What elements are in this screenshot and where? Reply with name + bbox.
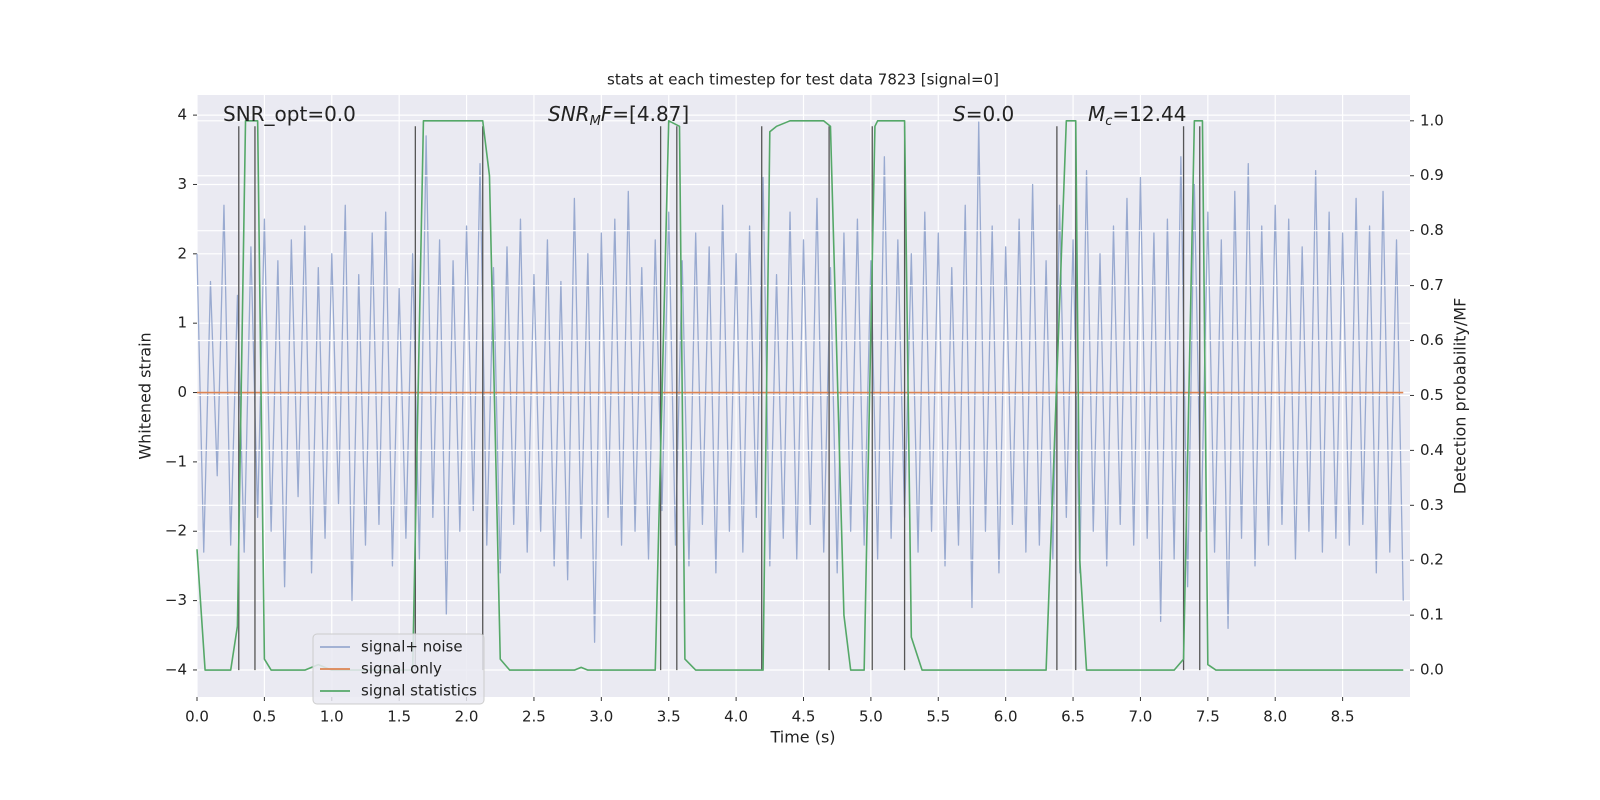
y-tick-label: 4 bbox=[177, 106, 187, 124]
x-tick-label: 8.0 bbox=[1263, 708, 1287, 726]
x-tick-label: 6.5 bbox=[1061, 708, 1085, 726]
annotation-main: M bbox=[1088, 102, 1105, 126]
y2-tick-label: 0.9 bbox=[1420, 166, 1444, 184]
y-tick-label: −3 bbox=[165, 591, 187, 609]
y2-tick-label: 0.5 bbox=[1420, 386, 1444, 404]
series-line bbox=[196, 120, 1404, 671]
legend-label: signal only bbox=[361, 660, 442, 678]
y-tick-label: 1 bbox=[177, 314, 187, 332]
y-tick-label: 2 bbox=[177, 244, 187, 262]
y2-tick-label: 0.8 bbox=[1420, 221, 1444, 239]
annotation-rest-italic: F bbox=[601, 102, 613, 126]
y2-tick-label: 0.6 bbox=[1420, 331, 1444, 349]
y2-tick-label: 1.0 bbox=[1420, 111, 1444, 129]
y2-tick-label: 0.1 bbox=[1420, 606, 1444, 624]
x-tick-label: 4.5 bbox=[792, 708, 816, 726]
x-tick-label: 8.5 bbox=[1331, 708, 1355, 726]
y-tick-label: −4 bbox=[165, 660, 187, 678]
x-tick-label: 0.0 bbox=[185, 708, 209, 726]
x-tick-label: 7.5 bbox=[1196, 708, 1220, 726]
x-tick-label: 1.0 bbox=[320, 708, 344, 726]
x-tick-label: 1.5 bbox=[387, 708, 411, 726]
annotation: S=0.0 bbox=[953, 102, 1014, 126]
annotation-rest: =[4.87] bbox=[612, 102, 689, 126]
y2-tick-label: 0.0 bbox=[1420, 661, 1444, 679]
y-tick-label: 3 bbox=[177, 175, 187, 193]
y-tick-label: −2 bbox=[165, 522, 187, 540]
x-tick-label: 3.5 bbox=[657, 708, 681, 726]
y2-tick-label: 0.7 bbox=[1420, 276, 1444, 294]
legend-box bbox=[312, 633, 485, 705]
x-tick-label: 4.0 bbox=[724, 708, 748, 726]
x-axis-label: Time (s) bbox=[769, 728, 835, 747]
annotation-rest: =0.0 bbox=[966, 102, 1015, 126]
x-tick-label: 2.0 bbox=[455, 708, 479, 726]
y2-tick-label: 0.2 bbox=[1420, 551, 1444, 569]
annotation-sub: M bbox=[590, 114, 601, 129]
x-tick-label: 7.0 bbox=[1129, 708, 1153, 726]
annotation-rest: =12.44 bbox=[1112, 102, 1186, 126]
x-tick-label: 5.0 bbox=[859, 708, 883, 726]
x-tick-label: 6.0 bbox=[994, 708, 1018, 726]
chart-title: stats at each timestep for test data 782… bbox=[607, 71, 999, 89]
y2-tick-label: 0.4 bbox=[1420, 441, 1444, 459]
legend-label: signal+ noise bbox=[361, 638, 463, 656]
legend-label: signal statistics bbox=[361, 682, 477, 700]
y-tick-label: 0 bbox=[177, 383, 187, 401]
y2-tick-label: 0.3 bbox=[1420, 496, 1444, 514]
x-tick-label: 5.5 bbox=[926, 708, 950, 726]
annotation-main: SNR bbox=[548, 102, 590, 126]
annotation-main: S bbox=[953, 102, 966, 126]
x-tick-label: 0.5 bbox=[252, 708, 276, 726]
y2-axis-label: Detection probability/MF bbox=[1451, 298, 1470, 495]
y-axis-label: Whitened strain bbox=[136, 332, 155, 459]
x-tick-label: 3.0 bbox=[589, 708, 613, 726]
annotation: SNRMF=[4.87] bbox=[548, 102, 689, 129]
x-tick-label: 2.5 bbox=[522, 708, 546, 726]
series-line bbox=[196, 121, 1404, 643]
annotation-sub: c bbox=[1105, 114, 1112, 129]
annotation-main: SNR_opt=0.0 bbox=[223, 102, 356, 126]
annotation: Mc=12.44 bbox=[1088, 102, 1186, 129]
annotation: SNR_opt=0.0 bbox=[223, 102, 356, 126]
y-tick-label: −1 bbox=[165, 452, 187, 470]
